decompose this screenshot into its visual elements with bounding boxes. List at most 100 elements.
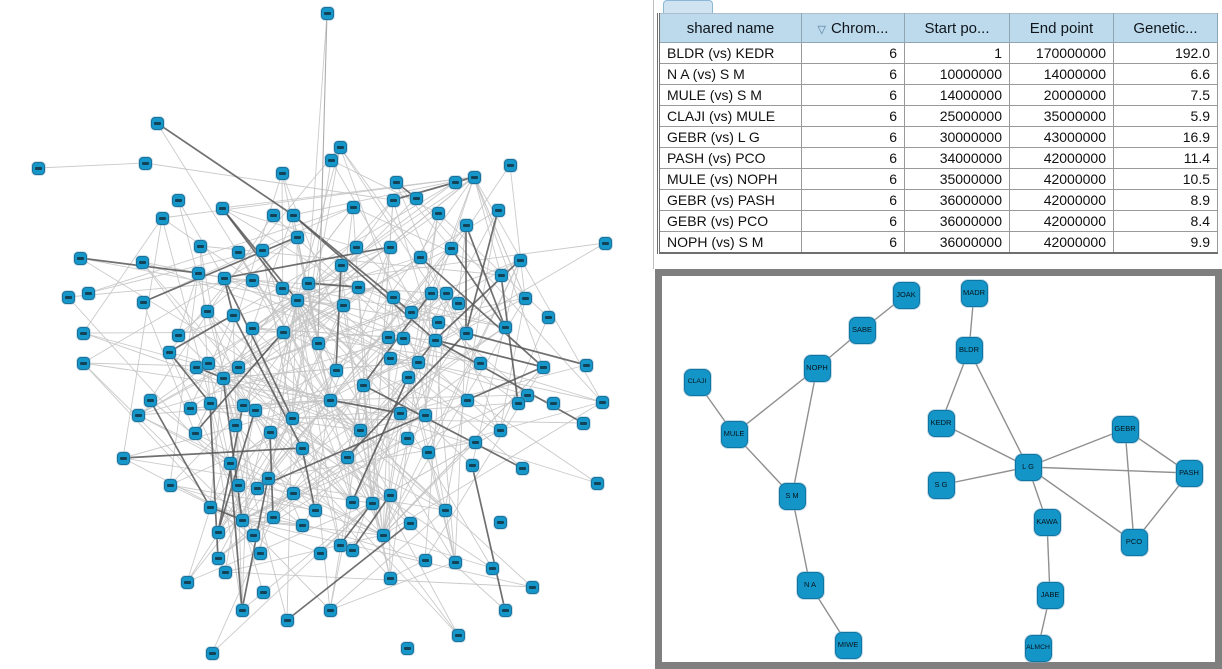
- network-node[interactable]: [459, 218, 473, 232]
- network-node[interactable]: [381, 330, 395, 344]
- network-node[interactable]: [513, 253, 527, 267]
- network-node[interactable]: [541, 310, 555, 324]
- network-node[interactable]: [275, 166, 289, 180]
- network-node[interactable]: [451, 628, 465, 642]
- table-corner-tab[interactable]: [663, 0, 713, 13]
- table-row[interactable]: GEBR (vs) PCO 6 36000000 42000000 8.4: [658, 210, 1218, 232]
- network-node[interactable]: [418, 408, 432, 422]
- network-node[interactable]: [290, 293, 304, 307]
- network-node[interactable]: [216, 371, 230, 385]
- network-node[interactable]: [236, 398, 250, 412]
- network-node[interactable]: [256, 585, 270, 599]
- network-node[interactable]: [518, 291, 532, 305]
- network-node[interactable]: [383, 351, 397, 365]
- network-node[interactable]: [576, 416, 590, 430]
- network-node[interactable]: [333, 538, 347, 552]
- network-node[interactable]: [180, 575, 194, 589]
- network-node[interactable]: [498, 320, 512, 334]
- table-row[interactable]: CLAJI (vs) MULE 6 25000000 35000000 5.9: [658, 105, 1218, 127]
- network-node[interactable]: [595, 395, 609, 409]
- network-node[interactable]: [61, 290, 75, 304]
- filter-icon[interactable]: ▽: [817, 23, 826, 36]
- table-row[interactable]: N A (vs) S M 6 10000000 14000000 6.6: [658, 63, 1218, 85]
- network-node[interactable]: [143, 393, 157, 407]
- network-node[interactable]: [261, 471, 275, 485]
- network-node-PASH[interactable]: PASH: [1175, 459, 1203, 487]
- network-node[interactable]: [245, 273, 259, 287]
- network-node[interactable]: [320, 6, 334, 20]
- network-node[interactable]: [598, 236, 612, 250]
- network-node[interactable]: [193, 239, 207, 253]
- network-node-SG[interactable]: S G: [927, 471, 955, 499]
- col-header-shared_name[interactable]: shared name: [658, 13, 802, 43]
- network-node-PCO[interactable]: PCO: [1120, 528, 1148, 556]
- network-node[interactable]: [290, 230, 304, 244]
- network-node[interactable]: [136, 295, 150, 309]
- table-row[interactable]: NOPH (vs) S M 6 36000000 42000000 9.9: [658, 231, 1218, 253]
- network-node-MIWE[interactable]: MIWE: [834, 631, 862, 659]
- network-node-MULE[interactable]: MULE: [720, 420, 748, 448]
- network-node-CLAJI[interactable]: CLAJI: [683, 368, 711, 396]
- network-node[interactable]: [460, 393, 474, 407]
- network-node[interactable]: [31, 161, 45, 175]
- network-node[interactable]: [116, 451, 130, 465]
- table-row[interactable]: GEBR (vs) PASH 6 36000000 42000000 8.9: [658, 189, 1218, 211]
- network-node[interactable]: [183, 401, 197, 415]
- network-node[interactable]: [413, 250, 427, 264]
- network-node[interactable]: [329, 363, 343, 377]
- col-header-chromosome[interactable]: ▽ Chrom...: [801, 13, 905, 43]
- network-node[interactable]: [263, 425, 277, 439]
- network-node[interactable]: [459, 326, 473, 340]
- network-node[interactable]: [389, 175, 403, 189]
- network-node[interactable]: [275, 281, 289, 295]
- network-node[interactable]: [376, 528, 390, 542]
- network-node[interactable]: [155, 211, 169, 225]
- network-node[interactable]: [451, 296, 465, 310]
- network-node[interactable]: [266, 510, 280, 524]
- network-node[interactable]: [211, 525, 225, 539]
- network-node[interactable]: [345, 543, 359, 557]
- col-header-genetic[interactable]: Genetic...: [1113, 13, 1218, 43]
- network-node[interactable]: [473, 356, 487, 370]
- network-node[interactable]: [491, 203, 505, 217]
- network-node[interactable]: [188, 426, 202, 440]
- network-node-LG[interactable]: L G: [1014, 453, 1042, 481]
- network-node[interactable]: [223, 456, 237, 470]
- network-node[interactable]: [301, 276, 315, 290]
- network-node[interactable]: [356, 378, 370, 392]
- network-node[interactable]: [191, 266, 205, 280]
- network-node[interactable]: [340, 450, 354, 464]
- network-node[interactable]: [579, 358, 593, 372]
- table-row[interactable]: BLDR (vs) KEDR 6 1 170000000 192.0: [658, 42, 1218, 64]
- network-node[interactable]: [383, 571, 397, 585]
- network-node[interactable]: [189, 360, 203, 374]
- network-node[interactable]: [171, 328, 185, 342]
- network-node[interactable]: [334, 258, 348, 272]
- network-node[interactable]: [76, 326, 90, 340]
- col-header-end_point[interactable]: End point: [1009, 13, 1114, 43]
- network-node[interactable]: [333, 140, 347, 154]
- network-node[interactable]: [285, 411, 299, 425]
- network-node[interactable]: [448, 175, 462, 189]
- network-node-MADR[interactable]: MADR: [960, 279, 988, 307]
- network-node[interactable]: [396, 331, 410, 345]
- network-node[interactable]: [493, 423, 507, 437]
- network-node[interactable]: [231, 245, 245, 259]
- network-node[interactable]: [313, 546, 327, 560]
- network-node[interactable]: [403, 516, 417, 530]
- network-node[interactable]: [400, 641, 414, 655]
- network-node[interactable]: [444, 241, 458, 255]
- network-node[interactable]: [493, 515, 507, 529]
- network-node-NA[interactable]: N A: [796, 571, 824, 599]
- network-node-JOAK[interactable]: JOAK: [892, 281, 920, 309]
- network-node-NOPH[interactable]: NOPH: [803, 354, 831, 382]
- network-node-BLDR[interactable]: BLDR: [955, 336, 983, 364]
- network-node[interactable]: [511, 396, 525, 410]
- network-node[interactable]: [346, 200, 360, 214]
- network-node[interactable]: [226, 308, 240, 322]
- network-node[interactable]: [217, 271, 231, 285]
- network-node[interactable]: [494, 268, 508, 282]
- network-node[interactable]: [336, 298, 350, 312]
- network-node[interactable]: [515, 461, 529, 475]
- network-node[interactable]: [280, 613, 294, 627]
